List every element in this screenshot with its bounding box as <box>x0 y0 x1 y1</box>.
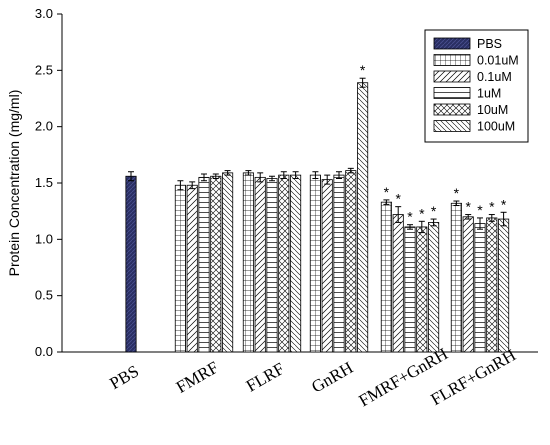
legend-swatch <box>433 103 471 116</box>
legend-label: PBS <box>477 37 502 51</box>
y-axis-label: Protein Concentration (mg/ml) <box>6 90 22 277</box>
y-tick-label: 1.0 <box>35 231 53 246</box>
bar <box>357 82 369 353</box>
legend: PBS 0.01uM 0.1uM 1uM 10uM 100uM <box>424 29 529 143</box>
x-tick-label: FLRF <box>243 359 288 396</box>
bar <box>198 176 210 353</box>
bar <box>210 175 222 353</box>
legend-swatch <box>433 120 471 132</box>
bar <box>266 178 278 353</box>
bar <box>474 223 486 353</box>
bar <box>309 174 321 353</box>
bar <box>278 174 290 353</box>
bar <box>125 175 137 353</box>
significance-star: * <box>477 202 483 218</box>
legend-swatch <box>433 54 471 66</box>
legend-swatch <box>433 87 471 99</box>
significance-star: * <box>407 209 413 225</box>
bar <box>290 174 302 353</box>
bar <box>380 201 392 353</box>
legend-label: 10uM <box>477 103 508 117</box>
significance-star: * <box>501 196 507 212</box>
significance-star: * <box>419 205 425 221</box>
bar <box>242 172 254 353</box>
significance-star: * <box>454 185 460 201</box>
significance-star: * <box>465 199 471 215</box>
x-tick-label: PBS <box>106 361 142 393</box>
bar <box>486 217 498 353</box>
legend-label: 100uM <box>477 120 515 134</box>
legend-label: 1uM <box>477 87 501 101</box>
legend-label: 0.1uM <box>477 70 512 84</box>
significance-star: * <box>431 203 437 219</box>
significance-star: * <box>489 199 495 215</box>
x-tick-label: FMRF <box>173 358 222 397</box>
y-tick-label: 1.5 <box>35 175 53 190</box>
bar <box>404 226 416 353</box>
bar <box>392 214 404 353</box>
significance-star: * <box>384 184 390 200</box>
bar <box>450 202 462 353</box>
bar <box>498 218 510 353</box>
legend-swatch <box>433 70 471 83</box>
x-tick-label: GnRH <box>308 358 356 397</box>
bar <box>321 179 333 353</box>
bar <box>254 176 266 353</box>
bar <box>428 222 440 353</box>
y-tick-label: 2.5 <box>35 62 53 77</box>
y-tick-label: 3.0 <box>35 6 53 21</box>
significance-star: * <box>395 191 401 207</box>
bars: * * * * * * * * * * * <box>125 62 510 353</box>
significance-star: * <box>360 62 366 78</box>
y-tick-label: 2.0 <box>35 119 53 134</box>
axes: 0.0 0.5 1.0 1.5 2.0 2.5 3.0 Protein Concentrati… <box>6 6 538 359</box>
legend-swatch <box>433 37 471 50</box>
bar <box>186 184 198 353</box>
y-tick-label: 0.0 <box>35 344 53 359</box>
legend-label: 0.01uM <box>477 54 519 68</box>
bar <box>333 174 345 353</box>
bar <box>416 226 428 353</box>
bar <box>345 170 357 353</box>
bar <box>174 184 186 353</box>
y-tick-label: 0.5 <box>35 288 53 303</box>
bar <box>222 172 234 353</box>
bar <box>462 216 474 353</box>
